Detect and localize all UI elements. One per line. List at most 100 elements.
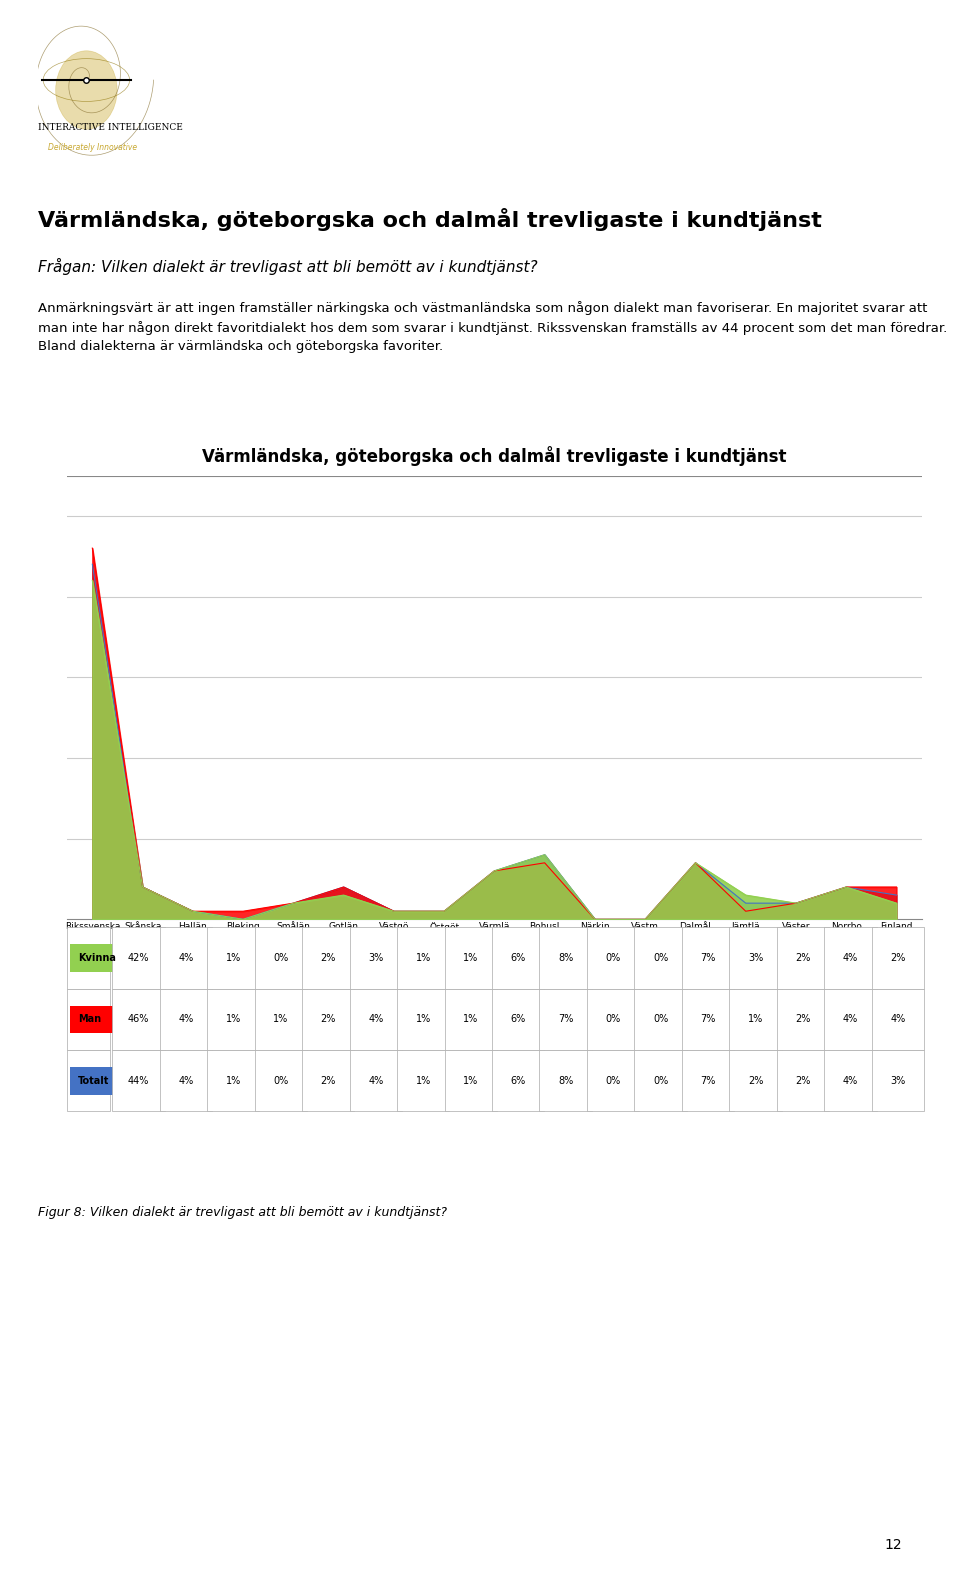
Bar bbox=[302, 989, 354, 1049]
Bar bbox=[397, 927, 449, 989]
Text: 1%: 1% bbox=[416, 1014, 431, 1024]
Bar bbox=[777, 989, 829, 1049]
Bar bbox=[112, 927, 164, 989]
Bar bbox=[540, 1049, 591, 1111]
Bar bbox=[540, 927, 591, 989]
Bar bbox=[112, 1049, 164, 1111]
Bar bbox=[159, 1049, 212, 1111]
Text: Frågan: Vilken dialekt är trevligast att bli bemött av i kundtjänst?: Frågan: Vilken dialekt är trevligast att… bbox=[38, 258, 538, 274]
Text: 3%: 3% bbox=[368, 953, 383, 964]
Text: INTERACTIVE INTELLIGENCE: INTERACTIVE INTELLIGENCE bbox=[38, 122, 183, 132]
Text: 1%: 1% bbox=[226, 1076, 241, 1086]
Bar bbox=[492, 989, 544, 1049]
Bar bbox=[492, 1049, 544, 1111]
Text: 4%: 4% bbox=[179, 1076, 194, 1086]
Text: 1%: 1% bbox=[463, 1076, 478, 1086]
Text: 2%: 2% bbox=[795, 1076, 810, 1086]
Bar bbox=[872, 989, 924, 1049]
Bar bbox=[69, 945, 118, 972]
Text: 8%: 8% bbox=[558, 953, 573, 964]
Text: 4%: 4% bbox=[843, 1014, 858, 1024]
Text: 2%: 2% bbox=[321, 1076, 336, 1086]
Bar bbox=[67, 927, 109, 989]
Bar bbox=[302, 1049, 354, 1111]
Text: 1%: 1% bbox=[463, 953, 478, 964]
Text: 3%: 3% bbox=[890, 1076, 905, 1086]
Bar bbox=[635, 1049, 686, 1111]
Bar bbox=[587, 927, 639, 989]
Text: Totalt: Totalt bbox=[78, 1076, 109, 1086]
Text: 1%: 1% bbox=[748, 1014, 763, 1024]
Bar bbox=[682, 989, 734, 1049]
Text: 4%: 4% bbox=[179, 1014, 194, 1024]
Text: 0%: 0% bbox=[606, 953, 621, 964]
Text: 42%: 42% bbox=[128, 953, 149, 964]
Text: Värmländska, göteborgska och dalmål trevligaste i kundtjänst: Värmländska, göteborgska och dalmål trev… bbox=[38, 208, 823, 231]
Bar bbox=[207, 989, 259, 1049]
Bar bbox=[112, 989, 164, 1049]
Text: 3%: 3% bbox=[748, 953, 763, 964]
Text: 1%: 1% bbox=[416, 953, 431, 964]
Text: 2%: 2% bbox=[795, 953, 810, 964]
Text: 0%: 0% bbox=[274, 953, 288, 964]
Bar bbox=[349, 989, 402, 1049]
Text: Figur 8: Vilken dialekt är trevligast att bli bemött av i kundtjänst?: Figur 8: Vilken dialekt är trevligast at… bbox=[38, 1206, 447, 1219]
Bar bbox=[682, 927, 734, 989]
Bar bbox=[159, 927, 212, 989]
Text: 46%: 46% bbox=[128, 1014, 149, 1024]
Bar bbox=[682, 1049, 734, 1111]
Text: 0%: 0% bbox=[274, 1076, 288, 1086]
Bar bbox=[777, 1049, 829, 1111]
Text: 4%: 4% bbox=[890, 1014, 905, 1024]
Text: 7%: 7% bbox=[700, 1076, 716, 1086]
Bar bbox=[444, 989, 496, 1049]
Bar bbox=[825, 1049, 876, 1111]
Bar bbox=[349, 1049, 402, 1111]
Text: 12: 12 bbox=[884, 1539, 901, 1552]
Text: 1%: 1% bbox=[463, 1014, 478, 1024]
Text: Deliberately Innovative: Deliberately Innovative bbox=[48, 143, 137, 152]
Bar bbox=[540, 989, 591, 1049]
Bar bbox=[872, 927, 924, 989]
Text: 7%: 7% bbox=[558, 1014, 573, 1024]
Text: 2%: 2% bbox=[748, 1076, 763, 1086]
Bar bbox=[872, 1049, 924, 1111]
Bar bbox=[635, 927, 686, 989]
Bar bbox=[254, 1049, 307, 1111]
Bar bbox=[492, 927, 544, 989]
Title: Värmländska, göteborgska och dalmål trevligaste i kundtjänst: Värmländska, göteborgska och dalmål trev… bbox=[203, 445, 786, 466]
Bar bbox=[207, 927, 259, 989]
Text: 2%: 2% bbox=[321, 1014, 336, 1024]
Bar bbox=[825, 927, 876, 989]
Bar bbox=[730, 989, 781, 1049]
Text: 2%: 2% bbox=[321, 953, 336, 964]
Text: 8%: 8% bbox=[558, 1076, 573, 1086]
Bar bbox=[254, 989, 307, 1049]
Text: Kvinna: Kvinna bbox=[78, 953, 115, 964]
Bar bbox=[67, 989, 109, 1049]
Bar bbox=[397, 989, 449, 1049]
Bar bbox=[254, 927, 307, 989]
Text: 0%: 0% bbox=[606, 1014, 621, 1024]
Bar bbox=[69, 1067, 118, 1095]
Ellipse shape bbox=[56, 51, 117, 130]
Bar bbox=[349, 927, 402, 989]
Text: 4%: 4% bbox=[368, 1014, 383, 1024]
Text: 0%: 0% bbox=[606, 1076, 621, 1086]
Bar bbox=[825, 989, 876, 1049]
Bar bbox=[730, 927, 781, 989]
Bar bbox=[444, 927, 496, 989]
Text: 6%: 6% bbox=[511, 1014, 526, 1024]
Bar bbox=[444, 1049, 496, 1111]
Text: 4%: 4% bbox=[179, 953, 194, 964]
Bar bbox=[397, 1049, 449, 1111]
Text: 2%: 2% bbox=[890, 953, 905, 964]
Text: 0%: 0% bbox=[653, 953, 668, 964]
Bar bbox=[67, 1049, 109, 1111]
Text: 2%: 2% bbox=[795, 1014, 810, 1024]
Text: 1%: 1% bbox=[274, 1014, 288, 1024]
Text: 1%: 1% bbox=[226, 953, 241, 964]
Text: 7%: 7% bbox=[700, 1014, 716, 1024]
Text: 4%: 4% bbox=[368, 1076, 383, 1086]
Bar bbox=[69, 1005, 118, 1033]
